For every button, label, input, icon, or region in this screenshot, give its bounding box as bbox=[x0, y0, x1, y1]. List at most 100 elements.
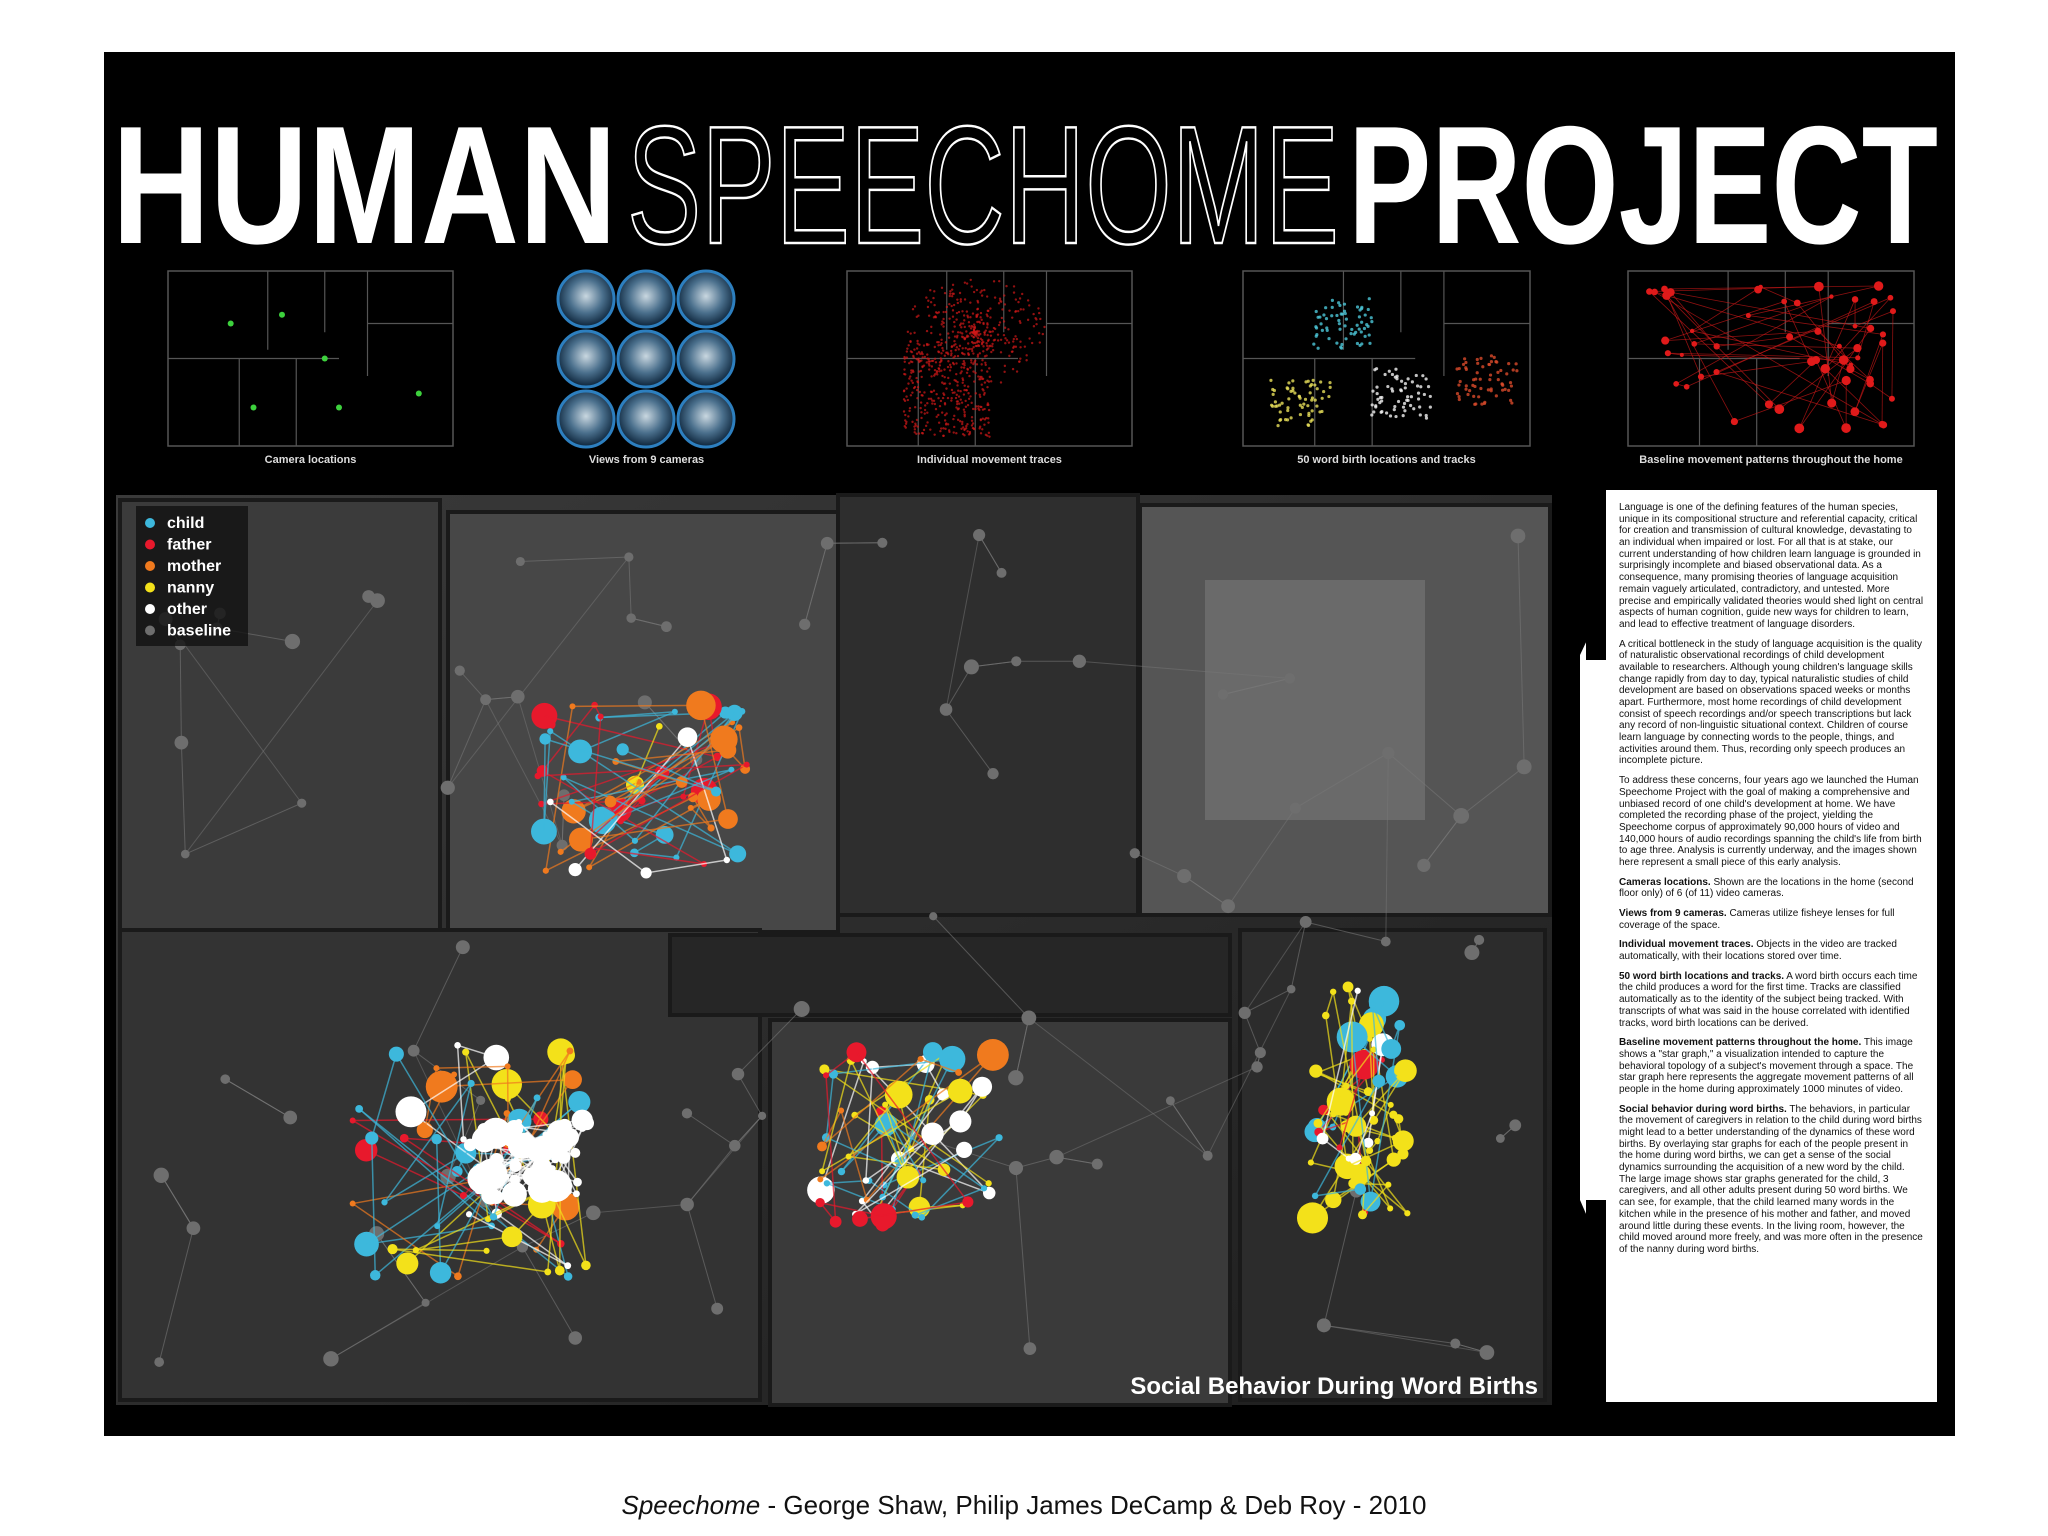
trace-dot bbox=[967, 353, 970, 357]
baseline-node bbox=[1474, 934, 1485, 946]
trace-dot bbox=[963, 384, 966, 387]
trace-dot bbox=[975, 344, 979, 348]
trace-dot bbox=[982, 389, 985, 392]
baseline-edge bbox=[158, 1228, 194, 1363]
title-project: PROJECT bbox=[1348, 91, 1938, 279]
baseline-edge bbox=[1891, 311, 1894, 399]
trace-dot bbox=[965, 310, 969, 313]
camera-view bbox=[616, 389, 676, 449]
trace-dot bbox=[930, 359, 934, 363]
baseline-edge bbox=[180, 742, 186, 855]
trace-dot bbox=[921, 352, 924, 356]
trace-dot bbox=[933, 374, 936, 377]
trace-dot bbox=[970, 361, 973, 364]
track-edge bbox=[371, 1053, 398, 1139]
trace-dot bbox=[1003, 370, 1006, 374]
baseline-node bbox=[1417, 858, 1431, 872]
wordbirth-dot bbox=[1515, 369, 1519, 373]
trace-dot bbox=[923, 391, 926, 394]
track-edge bbox=[612, 769, 732, 820]
wordbirth-dot bbox=[1406, 395, 1410, 399]
trace-dot bbox=[974, 371, 977, 375]
trace-dot bbox=[966, 367, 969, 371]
trace-dot bbox=[903, 399, 907, 403]
track-node bbox=[504, 1063, 511, 1070]
trace-dot bbox=[970, 285, 973, 288]
title-speechome: SPEECHOME bbox=[627, 91, 1339, 279]
trace-dot bbox=[933, 290, 936, 293]
trace-dot bbox=[950, 397, 953, 400]
trace-dot bbox=[955, 311, 959, 315]
trace-dot bbox=[944, 341, 948, 344]
baseline-node bbox=[1661, 285, 1668, 293]
item-heading: 50 word birth locations and tracks. bbox=[1619, 970, 1785, 982]
wordbirth-dot bbox=[1344, 317, 1348, 321]
wordbirth-dot bbox=[1384, 411, 1389, 415]
trace-dot bbox=[945, 387, 948, 390]
trace-dot bbox=[966, 422, 969, 426]
trace-dot bbox=[931, 399, 934, 402]
wordbirth-dot bbox=[1489, 360, 1494, 364]
trace-dot bbox=[979, 337, 983, 341]
trace-dot bbox=[915, 418, 919, 422]
trace-dot bbox=[991, 348, 995, 352]
trace-dot bbox=[955, 346, 959, 349]
track-edge bbox=[549, 801, 647, 874]
track-edge bbox=[1325, 1015, 1349, 1167]
wordbirth-dot bbox=[1337, 322, 1341, 326]
trace-dot bbox=[963, 410, 966, 414]
trace-dot bbox=[971, 312, 975, 315]
baseline-node bbox=[987, 768, 999, 780]
baseline-edge bbox=[1222, 677, 1290, 695]
trace-dot bbox=[933, 402, 937, 406]
track-edge bbox=[366, 1225, 492, 1245]
trace-dot bbox=[909, 394, 913, 397]
poster: HUMAN SPEECHOME PROJECT Camera locations… bbox=[104, 52, 1955, 1436]
trace-dot bbox=[955, 318, 958, 321]
baseline-edge bbox=[224, 1078, 291, 1118]
trace-dot bbox=[952, 356, 955, 359]
track-edge bbox=[563, 776, 738, 855]
baseline-node bbox=[1691, 341, 1698, 347]
trace-dot bbox=[938, 404, 942, 408]
wordbirth-dot bbox=[1464, 387, 1468, 391]
track-node bbox=[852, 1211, 868, 1227]
trace-dot bbox=[956, 354, 960, 358]
trace-dot bbox=[928, 364, 931, 367]
trace-dot bbox=[979, 311, 983, 315]
item-heading: Baseline movement patterns throughout th… bbox=[1619, 1037, 1862, 1049]
trace-dot bbox=[959, 398, 962, 401]
trace-dot bbox=[929, 289, 932, 292]
baseline-edge bbox=[1649, 291, 1770, 405]
camera-view bbox=[676, 329, 736, 389]
baseline-edge bbox=[971, 660, 1017, 668]
trace-dot bbox=[950, 288, 954, 291]
trace-dot bbox=[935, 370, 939, 373]
track-edge bbox=[819, 1201, 884, 1218]
baseline-edge bbox=[179, 644, 182, 743]
trace-dot bbox=[940, 338, 943, 341]
wordbirth-dot bbox=[1394, 367, 1398, 371]
baseline-node bbox=[1679, 352, 1684, 357]
baseline-edge bbox=[1824, 297, 1891, 369]
baseline-edge bbox=[1028, 1017, 1208, 1157]
track-edge bbox=[358, 1108, 493, 1227]
trace-dot bbox=[973, 326, 977, 330]
baseline-node bbox=[1730, 417, 1739, 426]
trace-dot bbox=[904, 373, 907, 376]
baseline-node bbox=[626, 613, 636, 623]
trace-dot bbox=[966, 334, 969, 337]
track-node bbox=[710, 725, 738, 754]
wordbirth-dot bbox=[1428, 405, 1432, 409]
wordbirth-dot bbox=[1455, 391, 1460, 396]
trace-dot bbox=[925, 296, 928, 299]
trace-dot bbox=[927, 343, 930, 346]
camera-dot bbox=[250, 404, 257, 411]
camera-view bbox=[676, 269, 736, 329]
trace-dot bbox=[951, 309, 955, 312]
baseline-edge bbox=[1748, 315, 1884, 335]
track-edge bbox=[821, 1110, 842, 1147]
baseline-node bbox=[1758, 284, 1763, 290]
baseline-edge bbox=[330, 1302, 426, 1360]
wordbirth-dot bbox=[1509, 398, 1513, 402]
